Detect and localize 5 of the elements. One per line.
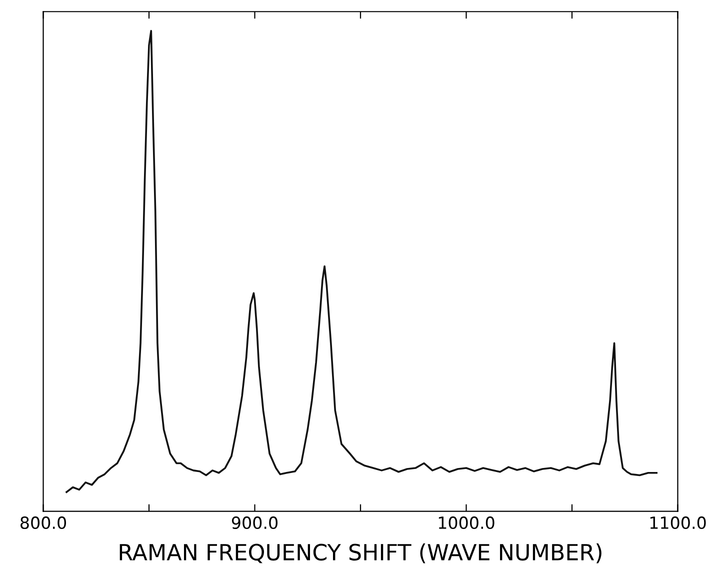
x-tick-label: 800.0	[20, 516, 66, 530]
x-tick-label: 1000.0	[438, 516, 494, 530]
x-tick-label: 1100.0	[650, 516, 706, 530]
x-axis-title: RAMAN FREQUENCY SHIFT (WAVE NUMBER)	[120, 543, 602, 564]
x-tick-label: 900.0	[232, 516, 278, 530]
